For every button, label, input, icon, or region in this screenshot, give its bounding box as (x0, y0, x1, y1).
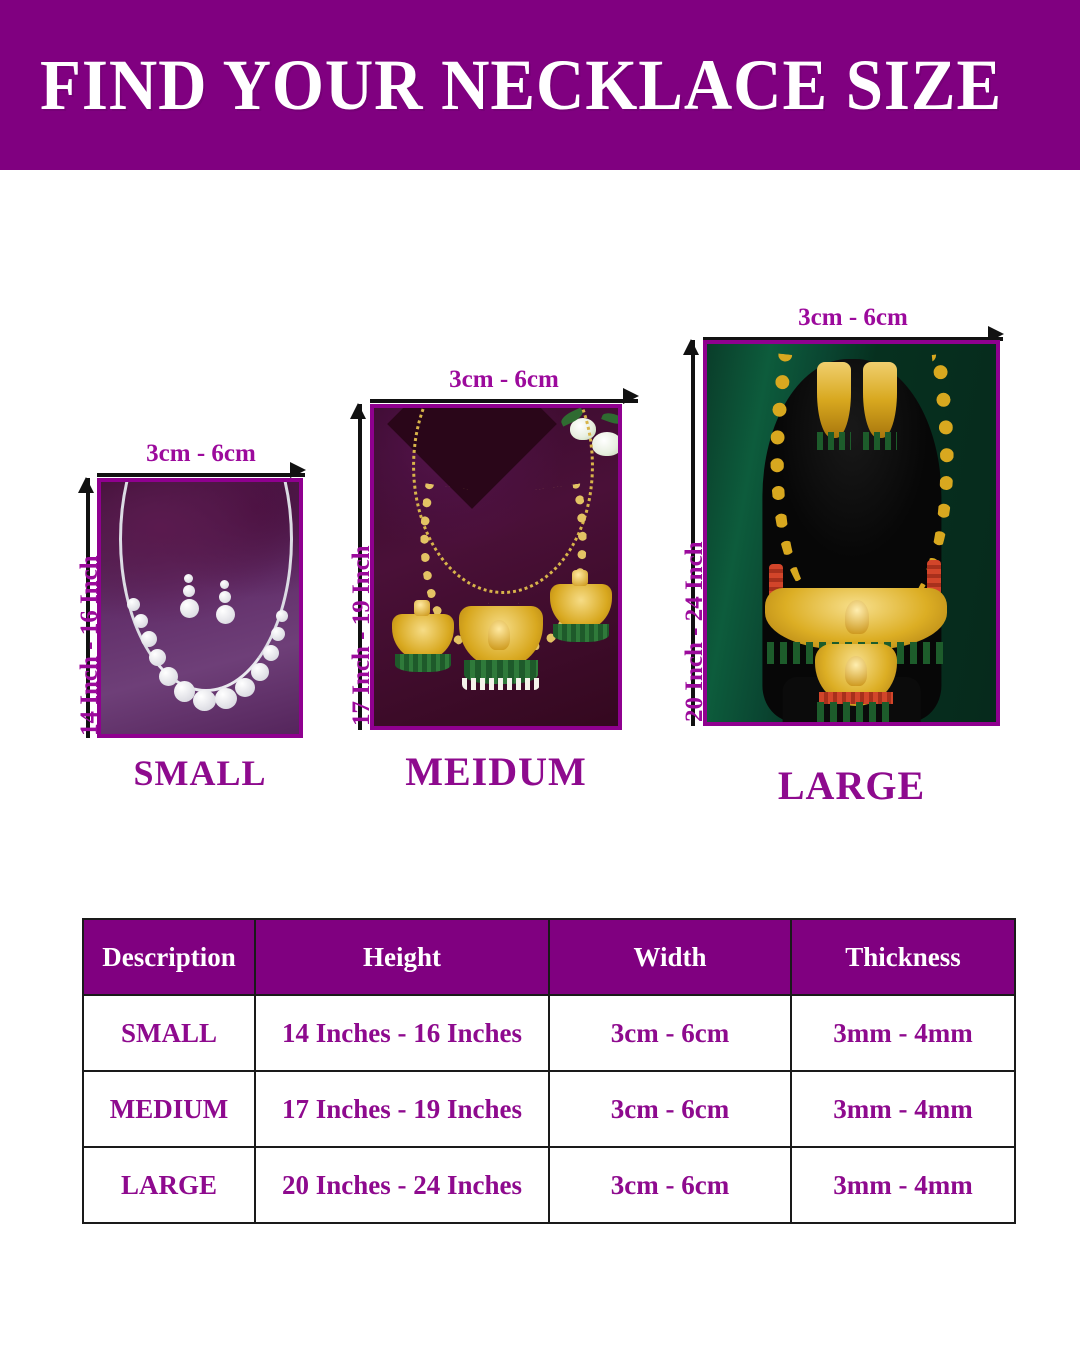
table-header-height: Height (254, 918, 550, 996)
necklace-bead (276, 610, 288, 622)
cell-thickness: 3mm - 4mm (790, 994, 1016, 1072)
necklace-bead (271, 627, 285, 641)
height-measure-arrowhead-medium (350, 403, 366, 419)
earring-right-large (863, 362, 897, 438)
product-image-large (703, 340, 1000, 726)
width-measure-label-small: 3cm - 6cm (146, 440, 256, 467)
drop-pendant-green-fringe (817, 702, 895, 722)
centerpiece-deity (845, 600, 869, 634)
necklace-bead (159, 667, 178, 686)
table-header-width: Width (548, 918, 792, 996)
necklace-bead (127, 598, 140, 611)
cell-description: LARGE (82, 1146, 256, 1224)
necklace-bead (141, 631, 157, 647)
page-header-banner: FIND YOUR NECKLACE SIZE (0, 0, 1080, 170)
width-measure-line-large (703, 326, 1004, 342)
earring-green-beads (553, 624, 609, 642)
earring-bead (183, 585, 195, 597)
earring-bead (216, 605, 235, 624)
cell-thickness: 3mm - 4mm (790, 1146, 1016, 1224)
product-image-small (97, 478, 303, 738)
height-measure-small: 14 Inch - 16 Inch (60, 477, 103, 738)
product-caption-large: LARGE (777, 763, 926, 808)
earring-top-stud (414, 600, 430, 616)
necklace-bead (263, 645, 279, 661)
height-measure-line-medium (358, 404, 362, 730)
width-measure-label-medium: 3cm - 6cm (449, 366, 559, 393)
earring-left-green-fringe (817, 432, 851, 450)
earring-left-large (817, 362, 851, 438)
width-measure-line-small (97, 462, 306, 478)
width-measure-large: 3cm - 6cm (703, 302, 1004, 346)
earring-bead (184, 574, 193, 583)
cell-description: SMALL (82, 994, 256, 1072)
necklace-bead (251, 663, 269, 681)
page-title: FIND YOUR NECKLACE SIZE (40, 44, 1003, 125)
earring-top-stud (572, 570, 588, 586)
cell-height: 17 Inches - 19 Inches (254, 1070, 550, 1148)
width-measure-small: 3cm - 6cm (97, 440, 306, 482)
necklace-bead (193, 690, 216, 711)
pendant-deity (488, 620, 510, 650)
height-measure-arrowhead-large (683, 339, 699, 355)
earring-green-beads (395, 654, 451, 672)
table-row: LARGE 20 Inches - 24 Inches 3cm - 6cm 3m… (82, 1146, 1016, 1224)
height-measure-arrowhead-small (78, 477, 94, 493)
cell-height: 14 Inches - 16 Inches (254, 994, 550, 1072)
cell-height: 20 Inches - 24 Inches (254, 1146, 550, 1224)
drop-pendant-deity (845, 656, 867, 686)
earring-bead (180, 599, 199, 618)
necklace-bead (149, 649, 166, 666)
width-measure-arrowhead-medium (623, 388, 639, 404)
size-chart-table: Description Height Width Thickness SMALL… (82, 918, 1016, 1224)
drop-pendant-coral-band (819, 692, 893, 704)
table-header-description: Description (82, 918, 256, 996)
table-row: SMALL 14 Inches - 16 Inches 3cm - 6cm 3m… (82, 994, 1016, 1072)
height-measure-medium: 17 Inch - 19 Inch (332, 403, 375, 730)
necklace-bead (174, 681, 195, 702)
product-caption-medium: MEIDUM (405, 749, 587, 794)
table-header-thickness: Thickness (790, 918, 1016, 996)
product-image-medium (370, 404, 622, 730)
width-measure-medium: 3cm - 6cm (370, 366, 639, 408)
cell-width: 3cm - 6cm (548, 1070, 792, 1148)
cell-width: 3cm - 6cm (548, 1146, 792, 1224)
width-measure-arrowhead-small (290, 462, 306, 478)
width-measure-label-large: 3cm - 6cm (798, 304, 908, 331)
earring-right-green-fringe (863, 432, 897, 450)
table-header-row: Description Height Width Thickness (82, 918, 1016, 996)
table-row: MEDIUM 17 Inches - 19 Inches 3cm - 6cm 3… (82, 1070, 1016, 1148)
height-measure-line-large (691, 340, 695, 726)
cell-thickness: 3mm - 4mm (790, 1070, 1016, 1148)
necklace-bead (235, 678, 255, 697)
earring-bead (220, 580, 229, 589)
decor-flower (592, 432, 618, 456)
width-measure-arrowhead-large (988, 326, 1004, 342)
cell-width: 3cm - 6cm (548, 994, 792, 1072)
necklace-bead (134, 614, 148, 628)
earring-bead (219, 591, 231, 603)
height-measure-large: 20 Inch - 24 Inch (665, 339, 708, 726)
pendant-pearl-fringe (462, 678, 540, 690)
product-caption-small: SMALL (133, 753, 267, 793)
width-measure-line-medium (370, 388, 639, 404)
necklace-bead (215, 688, 237, 709)
cell-description: MEDIUM (82, 1070, 256, 1148)
height-measure-line-small (86, 478, 90, 738)
